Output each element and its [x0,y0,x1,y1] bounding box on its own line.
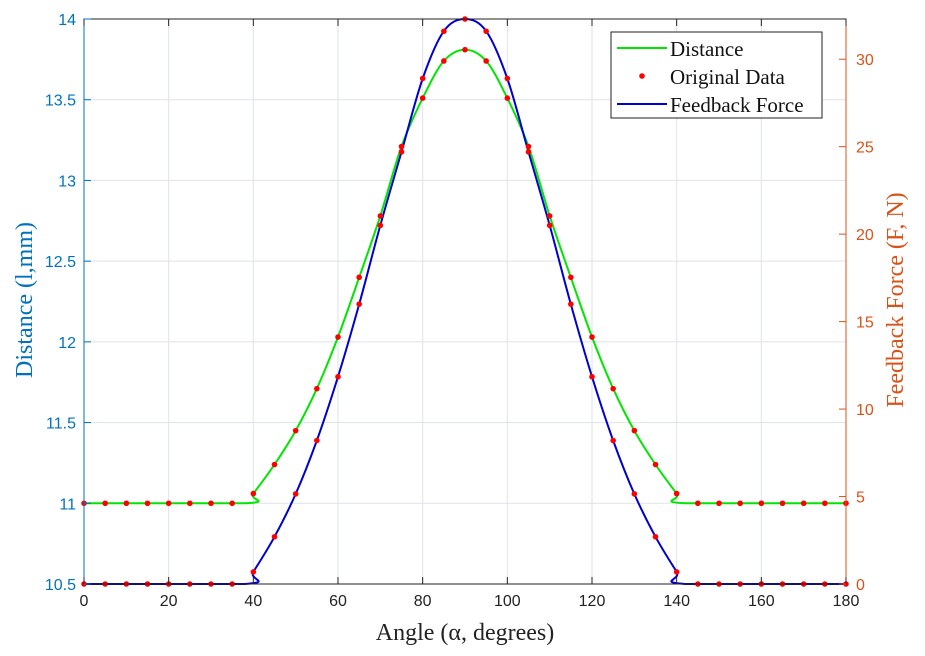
distance-data-point [673,490,680,497]
y-axis-right-label: Feedback Force (F, N) [883,192,909,407]
legend-points-swatch [639,73,645,79]
y-tick-label: 13 [58,173,76,190]
legend: Distance Original Data Feedback Force [610,31,823,119]
distance-data-point [631,427,638,434]
legend-distance: Distance [670,37,743,61]
distance-data-point [292,427,299,434]
force-data-point [483,28,489,35]
force-data-point [652,533,659,540]
y-tick-label: 11.5 [46,416,76,433]
distance-data-point [758,500,765,507]
x-tick-label: 60 [329,593,347,610]
y-right-tick-label: 10 [856,402,874,419]
distance-data-point [356,274,362,281]
distance-data-point [229,500,235,507]
distance-data-point [335,334,341,340]
distance-data-point [652,461,659,468]
force-data-point [568,301,574,307]
distance-data-point [589,334,595,340]
force-data-point [610,437,616,444]
distance-data-point [716,500,722,507]
x-tick-label: 160 [748,593,775,610]
y-tick-label: 13.5 [45,93,76,110]
y-tick-label: 12 [58,335,76,352]
distance-data-point [800,500,807,507]
distance-data-point [314,385,320,392]
force-data-point [504,75,511,82]
force-data-point [398,149,405,155]
y-right-tick-label: 15 [856,315,874,332]
y-right-tick-label: 5 [856,490,865,507]
y-right-tick-label: 20 [856,227,874,244]
distance-data-point [695,500,701,507]
y-tick-label: 14 [58,12,76,29]
y-tick-label: 11 [59,496,76,513]
force-data-point [441,28,447,35]
legend-original-data: Original Data [670,65,786,89]
distance-data-point [250,490,257,497]
y-right-tick-label: 0 [856,577,865,594]
y-axis-label: Distance (l,mm) [12,222,38,378]
distance-data-point [441,58,447,64]
distance-data-point [419,95,426,101]
distance-data-point [462,46,468,53]
force-data-point [314,437,320,444]
distance-data-point [208,500,214,507]
force-data-point [589,373,595,380]
x-tick-label: 20 [160,593,178,610]
force-data-point [525,149,532,155]
distance-data-point [546,213,553,219]
force-data-point [419,75,426,82]
distance-data-point [398,143,405,150]
distance-data-point [377,213,384,219]
ticks: 0 20 40 60 80 100 120 140 160 18010.51111.51212.5… [45,12,874,610]
force-data-point [673,569,680,575]
distance-data-point [144,500,151,507]
data-points [81,16,849,587]
force-data-point [271,533,278,540]
distance-data-point [187,500,193,507]
y-right-tick-label: 25 [856,140,874,157]
y-tick-label: 10.5 [45,577,76,594]
distance-data-point [568,274,574,281]
y-tick-label: 12.5 [45,254,76,271]
x-tick-label: 180 [833,593,860,610]
force-data-point [250,569,257,575]
force-data-point [335,373,341,380]
x-tick-label: 40 [244,593,262,610]
force-data-point [356,301,362,307]
distance-data-point [123,500,130,507]
force-data-point [292,491,299,497]
legend-feedback-force: Feedback Force [670,93,804,117]
distance-data-point [483,58,489,64]
y-right-tick-label: 30 [856,52,874,69]
distance-data-point [610,385,616,392]
x-tick-label: 0 [80,593,89,610]
x-tick-label: 140 [663,593,690,610]
x-tick-label: 80 [414,593,432,610]
force-data-point [631,491,638,497]
distance-data-point [779,500,786,507]
distance-data-point [525,143,532,150]
force-data-point [546,222,553,229]
distance-data-point [102,500,108,507]
distance-data-point [822,500,828,507]
distance-data-point [271,461,278,468]
distance-data-point [504,95,511,101]
distance-data-point [737,500,743,507]
distance-data-point [165,500,172,507]
x-tick-label: 100 [494,593,521,610]
x-tick-label: 120 [579,593,606,610]
x-axis-label: Angle (α, degrees) [376,620,555,646]
force-data-point [377,222,384,229]
